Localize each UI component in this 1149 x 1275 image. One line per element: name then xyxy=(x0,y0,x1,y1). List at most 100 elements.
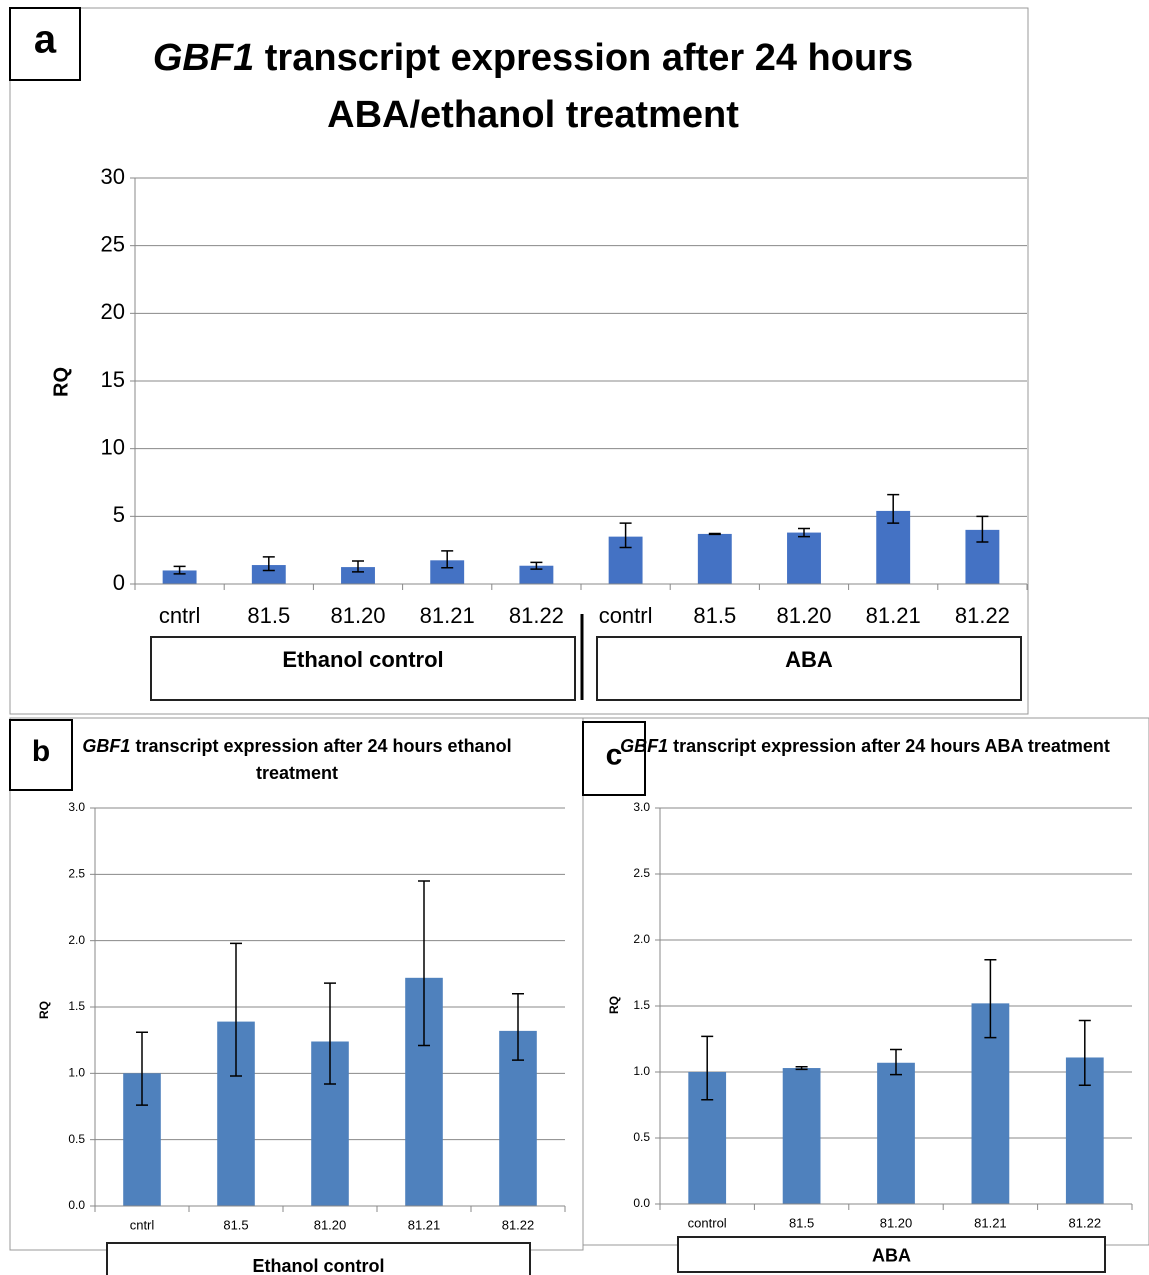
x-tick-label: 81.20 xyxy=(330,603,385,628)
y-tick-label: 3.0 xyxy=(68,800,85,814)
panel-label-box xyxy=(9,719,73,791)
y-tick-label: 1.0 xyxy=(68,1066,85,1080)
group-box xyxy=(596,636,1022,701)
y-tick-label: 15 xyxy=(101,367,125,392)
error-bar xyxy=(441,550,454,569)
y-tick-label: 1.5 xyxy=(68,999,85,1013)
bar xyxy=(787,532,821,584)
error-bar xyxy=(619,522,632,549)
title-gene: GBF1 xyxy=(82,736,131,756)
title-text: transcript expression after 24 hours ABA… xyxy=(264,37,914,136)
group-box xyxy=(106,1242,531,1275)
x-tick-label: 81.21 xyxy=(420,603,475,628)
y-tick-label: 0.0 xyxy=(68,1198,85,1212)
panel-frame xyxy=(9,717,584,1251)
error-bar xyxy=(798,527,810,538)
group-label: ABA xyxy=(872,1245,911,1265)
group-box xyxy=(677,1236,1106,1273)
x-tick-label: 81.20 xyxy=(776,603,831,628)
error-bar xyxy=(418,880,430,1047)
chart-title: GBF1 transcript expression after 24 hour… xyxy=(133,30,933,144)
panel-label: c xyxy=(606,738,623,771)
x-tick-label: 81.20 xyxy=(314,1217,347,1232)
y-tick-label: 30 xyxy=(101,164,125,189)
y-tick-label: 2.5 xyxy=(68,867,85,881)
x-tick-label: 81.5 xyxy=(223,1217,248,1232)
error-bar xyxy=(984,959,997,1039)
y-axis-label: RQ xyxy=(50,367,72,397)
error-bar xyxy=(324,982,336,1085)
bar xyxy=(519,565,554,584)
bar xyxy=(162,570,197,584)
panel-label-box xyxy=(9,7,81,81)
x-tick-label: control xyxy=(688,1215,727,1230)
x-tick-label: 81.21 xyxy=(974,1215,1007,1230)
error-bar xyxy=(530,561,543,570)
panel-label: a xyxy=(34,18,57,62)
error-bar xyxy=(708,532,721,536)
bar xyxy=(697,533,732,584)
bar xyxy=(341,567,375,584)
title-text: transcript expression after 24 hours ABA… xyxy=(673,736,1110,756)
y-tick-label: 0.5 xyxy=(633,1130,650,1144)
x-tick-label: 81.22 xyxy=(502,1217,535,1232)
x-tick-label: contrl xyxy=(599,603,653,628)
y-tick-label: 20 xyxy=(101,299,125,324)
bar xyxy=(782,1068,821,1204)
error-bar xyxy=(701,1035,714,1101)
y-tick-label: 1.0 xyxy=(633,1064,650,1078)
panel-frame xyxy=(9,7,1029,715)
panel-label-box xyxy=(582,721,646,796)
bar xyxy=(251,565,286,584)
x-tick-label: 81.20 xyxy=(880,1215,913,1230)
x-tick-label: 81.22 xyxy=(509,603,564,628)
x-tick-label: 81.22 xyxy=(955,603,1010,628)
error-bar xyxy=(887,493,900,524)
y-axis-label: RQ xyxy=(37,1001,51,1019)
y-tick-label: 3.0 xyxy=(633,800,650,814)
x-tick-label: 81.22 xyxy=(1069,1215,1102,1230)
y-tick-label: 2.0 xyxy=(633,932,650,946)
chart-title: GBF1 transcript expression after 24 hour… xyxy=(72,733,522,787)
x-tick-label: cntrl xyxy=(130,1217,155,1232)
error-bar xyxy=(230,942,242,1077)
error-bar xyxy=(890,1048,902,1076)
x-tick-label: 81.21 xyxy=(408,1217,441,1232)
y-axis-label: RQ xyxy=(607,996,621,1014)
error-bar xyxy=(173,565,186,575)
y-tick-label: 5 xyxy=(113,502,125,527)
group-label: Ethanol control xyxy=(282,647,443,672)
group-label: ABA xyxy=(785,647,833,672)
panel-label: b xyxy=(32,735,50,768)
bar xyxy=(430,560,465,584)
error-bar xyxy=(1078,1019,1091,1086)
y-tick-label: 0.5 xyxy=(68,1132,85,1146)
y-tick-label: 1.5 xyxy=(633,998,650,1012)
title-gene: GBF1 xyxy=(620,736,669,756)
x-tick-label: 81.21 xyxy=(866,603,921,628)
error-bar xyxy=(262,556,275,572)
error-bar xyxy=(512,992,524,1061)
y-tick-label: 2.5 xyxy=(633,866,650,880)
title-gene: GBF1 xyxy=(152,37,255,79)
y-tick-label: 0.0 xyxy=(633,1196,650,1210)
group-label: Ethanol control xyxy=(253,1256,385,1275)
y-tick-label: 10 xyxy=(101,434,125,459)
title-text: transcript expression after 24 hours eth… xyxy=(135,736,512,783)
y-tick-label: 25 xyxy=(101,231,125,256)
panel-frame xyxy=(582,717,1149,1246)
x-tick-label: cntrl xyxy=(159,603,201,628)
x-tick-label: 81.5 xyxy=(247,603,290,628)
x-tick-label: 81.5 xyxy=(789,1215,814,1230)
y-tick-label: 2.0 xyxy=(68,933,85,947)
x-tick-label: 81.5 xyxy=(693,603,736,628)
error-bar xyxy=(976,515,989,543)
error-bar xyxy=(795,1065,808,1071)
error-bar xyxy=(352,560,364,573)
y-tick-label: 0 xyxy=(113,570,125,595)
group-box xyxy=(150,636,576,701)
bar xyxy=(877,1062,915,1204)
error-bar xyxy=(136,1031,148,1106)
